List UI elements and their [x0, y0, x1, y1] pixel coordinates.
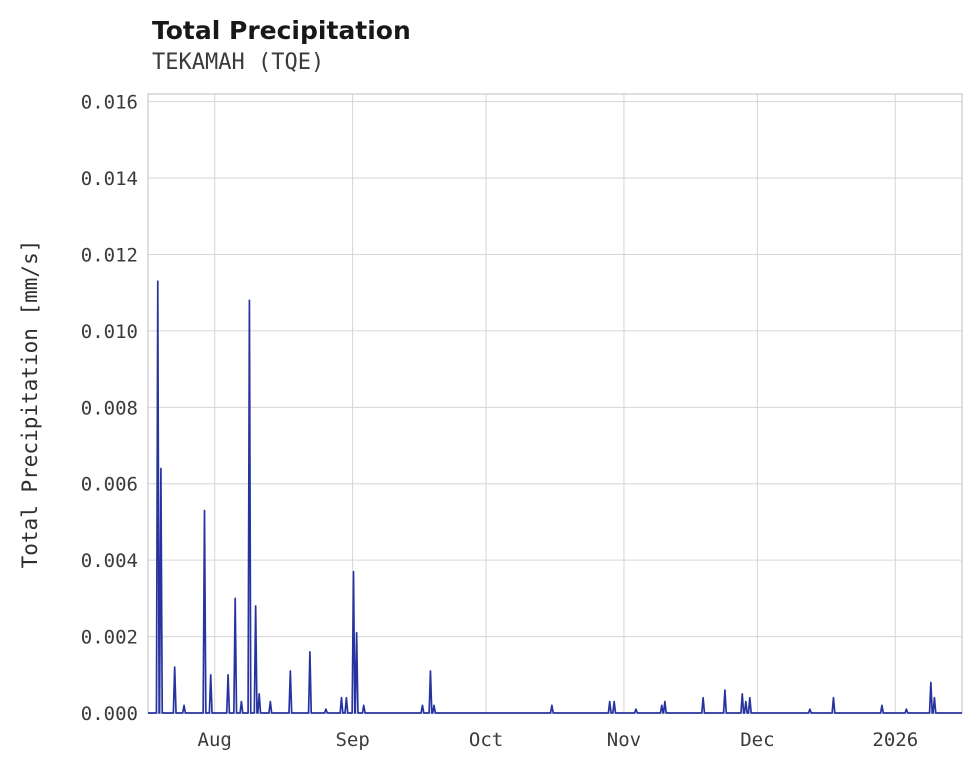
precipitation-series-line [148, 280, 962, 714]
y-tick-label: 0.004 [81, 550, 138, 572]
y-tick-label: 0.008 [81, 397, 138, 419]
y-tick-label: 0.002 [81, 627, 138, 649]
y-tick-label: 0.006 [81, 474, 138, 496]
y-tick-label: 0.014 [81, 168, 138, 190]
x-tick-label: 2026 [872, 729, 918, 751]
chart-title: Total Precipitation [152, 16, 411, 45]
y-tick-label: 0.012 [81, 244, 138, 266]
x-tick-label: Oct [469, 729, 503, 751]
x-tick-label: Nov [607, 729, 641, 751]
x-tick-label: Dec [740, 729, 774, 751]
chart-subtitle: TEKAMAH (TQE) [152, 50, 325, 75]
plot-frame [147, 93, 963, 714]
y-tick-label: 0.016 [81, 92, 138, 114]
x-tick-label: Aug [198, 729, 232, 751]
y-tick-label: 0.010 [81, 321, 138, 343]
x-tick-label: Sep [335, 729, 369, 751]
y-tick-label: 0.000 [81, 703, 138, 725]
